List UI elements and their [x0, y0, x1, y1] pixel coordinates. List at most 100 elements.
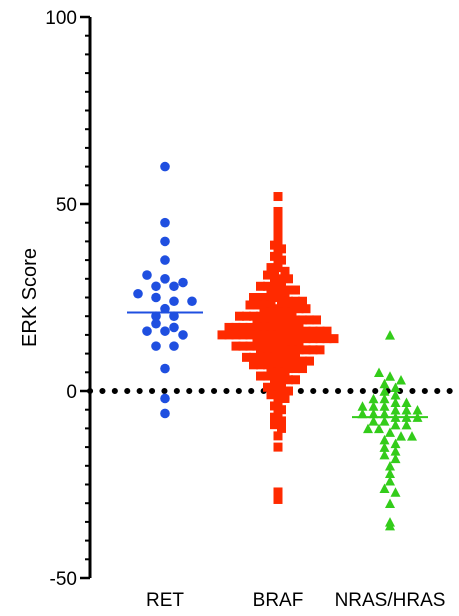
- data-point-triangle: [390, 389, 401, 400]
- data-point-square: [322, 326, 332, 336]
- data-point-circle: [142, 270, 152, 280]
- data-point-square: [298, 296, 307, 306]
- data-point-square: [291, 364, 300, 374]
- data-point-square: [277, 423, 286, 433]
- data-point-circle: [169, 322, 179, 333]
- data-point-circle: [160, 303, 170, 314]
- data-point-square: [238, 341, 248, 351]
- data-point-square: [277, 278, 286, 288]
- data-point-circle: [160, 326, 170, 336]
- data-point-square: [284, 274, 293, 284]
- data-point-triangle: [374, 423, 384, 434]
- data-point-square: [249, 360, 258, 370]
- data-point-square: [273, 494, 283, 504]
- y-tick-label: 0: [66, 382, 77, 403]
- data-point-triangle: [385, 498, 395, 508]
- data-point-square: [291, 296, 300, 306]
- data-point-square: [256, 281, 265, 291]
- data-point-square: [266, 322, 276, 332]
- data-point-square: [270, 251, 279, 261]
- data-point-triangle: [379, 442, 390, 452]
- data-point-square: [298, 356, 307, 366]
- data-point-circle: [160, 363, 170, 374]
- data-point-circle: [151, 311, 161, 322]
- data-point-circle: [178, 330, 188, 340]
- data-point-triangle: [385, 468, 395, 479]
- data-point-circle: [160, 408, 170, 419]
- data-point-square: [259, 341, 269, 351]
- data-point-square: [224, 322, 234, 332]
- data-point-square: [329, 334, 339, 344]
- data-point-square: [280, 367, 290, 377]
- data-point-square: [277, 416, 286, 426]
- data-point-square: [252, 300, 262, 310]
- x-category-label: RET: [146, 590, 184, 611]
- data-point-square: [270, 401, 279, 411]
- data-point-triangle: [368, 401, 379, 411]
- data-point-square: [273, 229, 283, 239]
- data-point-circle: [133, 288, 143, 299]
- data-point-square: [249, 352, 258, 362]
- data-point-triangle: [401, 419, 412, 430]
- data-point-square: [273, 221, 283, 231]
- data-point-square: [273, 206, 283, 216]
- data-point-square: [273, 487, 283, 497]
- data-point-square: [301, 334, 311, 344]
- data-point-triangle: [385, 461, 395, 471]
- data-point-square: [273, 319, 283, 329]
- data-point-square: [263, 281, 272, 291]
- data-point-circle: [151, 292, 161, 303]
- data-point-triangle: [379, 416, 390, 426]
- data-point-square: [284, 386, 293, 396]
- data-point-square: [284, 349, 293, 359]
- data-point-square: [238, 322, 248, 332]
- data-point-square: [270, 281, 279, 291]
- data-point-square: [308, 345, 318, 355]
- data-point-triangle: [390, 438, 401, 449]
- data-point-square: [312, 315, 321, 325]
- data-point-square: [273, 442, 283, 452]
- data-point-triangle: [385, 520, 395, 531]
- data-point-circle: [151, 281, 161, 292]
- data-point-circle: [169, 341, 179, 351]
- data-point-circle: [160, 161, 170, 172]
- data-point-triangle: [379, 386, 390, 396]
- data-point-square: [256, 360, 265, 370]
- data-point-square: [270, 352, 279, 362]
- data-point-square: [301, 304, 311, 314]
- y-tick-label: 50: [56, 195, 77, 216]
- data-point-square: [301, 326, 311, 336]
- data-point-triangle: [396, 431, 406, 441]
- series-nras-hras: [357, 330, 423, 531]
- data-point-square: [263, 270, 272, 280]
- data-point-circle: [160, 236, 170, 247]
- data-point-square: [294, 326, 304, 336]
- y-axis: [80, 15, 92, 580]
- data-point-triangle: [385, 330, 395, 340]
- data-point-triangle: [390, 453, 401, 464]
- data-point-square: [270, 270, 279, 280]
- data-point-square: [280, 266, 290, 276]
- data-point-triangle: [379, 434, 390, 445]
- data-point-triangle: [390, 419, 401, 430]
- data-series: [133, 161, 423, 531]
- data-point-triangle: [396, 375, 406, 385]
- data-point-square: [280, 289, 290, 299]
- series-ret: [133, 161, 197, 419]
- data-point-square: [245, 341, 255, 351]
- y-tick-labels: -50 0 50 100: [45, 8, 77, 590]
- data-point-square: [294, 319, 304, 329]
- data-point-square: [273, 263, 283, 273]
- data-point-square: [242, 311, 251, 321]
- data-point-square: [277, 379, 286, 389]
- data-point-square: [249, 293, 258, 302]
- x-category-label: BRAF: [253, 590, 304, 611]
- data-point-circle: [178, 277, 188, 288]
- data-point-square: [280, 319, 290, 329]
- data-point-square: [291, 349, 300, 359]
- data-point-circle: [160, 255, 170, 265]
- data-point-square: [305, 315, 314, 325]
- data-point-square: [287, 337, 297, 347]
- data-point-square: [284, 375, 293, 385]
- data-point-square: [266, 390, 276, 400]
